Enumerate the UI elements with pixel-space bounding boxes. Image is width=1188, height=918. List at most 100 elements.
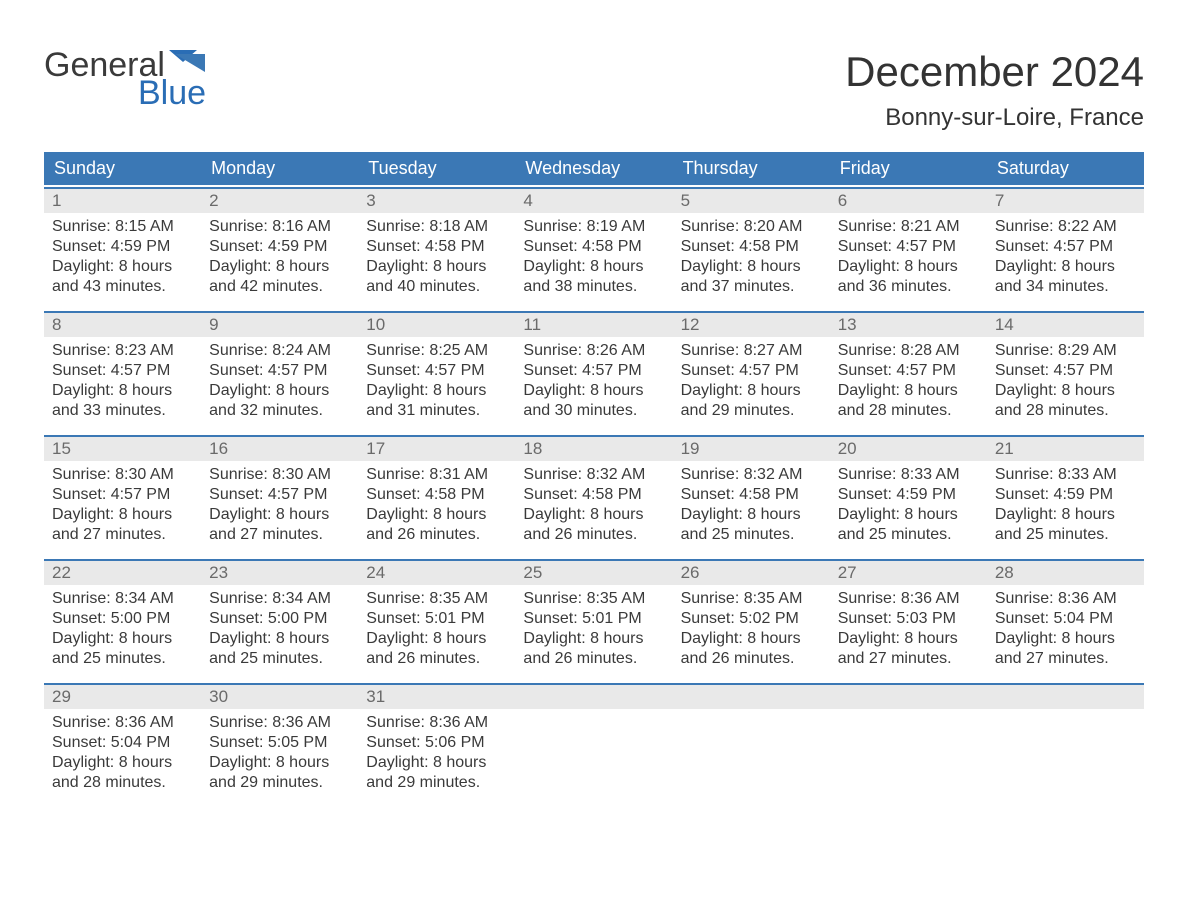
sunrise-text: Sunrise: 8:32 AM: [523, 465, 664, 485]
sunset-text: Sunset: 4:57 PM: [366, 361, 507, 381]
sunrise-text: Sunrise: 8:28 AM: [838, 341, 979, 361]
day-cell: Sunrise: 8:19 AMSunset: 4:58 PMDaylight:…: [515, 213, 672, 309]
day-content-row: Sunrise: 8:36 AMSunset: 5:04 PMDaylight:…: [44, 709, 1144, 805]
day-cell: Sunrise: 8:32 AMSunset: 4:58 PMDaylight:…: [515, 461, 672, 557]
day-number: 14: [987, 313, 1144, 337]
day-cell: Sunrise: 8:25 AMSunset: 4:57 PMDaylight:…: [358, 337, 515, 433]
daylight-text-1: Daylight: 8 hours: [52, 505, 193, 525]
sunrise-text: Sunrise: 8:20 AM: [681, 217, 822, 237]
day-cell: Sunrise: 8:35 AMSunset: 5:02 PMDaylight:…: [673, 585, 830, 681]
sunrise-text: Sunrise: 8:31 AM: [366, 465, 507, 485]
daylight-text-2: and 26 minutes.: [523, 525, 664, 545]
daylight-text-1: Daylight: 8 hours: [838, 505, 979, 525]
daylight-text-2: and 25 minutes.: [838, 525, 979, 545]
daylight-text-2: and 43 minutes.: [52, 277, 193, 297]
daylight-text-1: Daylight: 8 hours: [681, 505, 822, 525]
day-number: 9: [201, 313, 358, 337]
daylight-text-1: Daylight: 8 hours: [366, 381, 507, 401]
day-of-week-header: Sunday Monday Tuesday Wednesday Thursday…: [44, 152, 1144, 185]
daylight-text-2: and 28 minutes.: [995, 401, 1136, 421]
sunset-text: Sunset: 4:58 PM: [366, 485, 507, 505]
sunrise-text: Sunrise: 8:26 AM: [523, 341, 664, 361]
day-cell: Sunrise: 8:26 AMSunset: 4:57 PMDaylight:…: [515, 337, 672, 433]
daylight-text-1: Daylight: 8 hours: [523, 257, 664, 277]
sunset-text: Sunset: 4:58 PM: [523, 237, 664, 257]
day-cell: Sunrise: 8:36 AMSunset: 5:04 PMDaylight:…: [44, 709, 201, 805]
sunrise-text: Sunrise: 8:34 AM: [52, 589, 193, 609]
day-number: 18: [515, 437, 672, 461]
day-cell: Sunrise: 8:35 AMSunset: 5:01 PMDaylight:…: [515, 585, 672, 681]
sunset-text: Sunset: 4:57 PM: [209, 361, 350, 381]
daylight-text-1: Daylight: 8 hours: [523, 629, 664, 649]
sunset-text: Sunset: 5:06 PM: [366, 733, 507, 753]
sunset-text: Sunset: 4:57 PM: [838, 361, 979, 381]
page-title: December 2024: [845, 48, 1144, 96]
day-number: 29: [44, 685, 201, 709]
sunset-text: Sunset: 4:59 PM: [209, 237, 350, 257]
daylight-text-1: Daylight: 8 hours: [52, 257, 193, 277]
sunset-text: Sunset: 4:57 PM: [995, 237, 1136, 257]
daylight-text-2: and 25 minutes.: [209, 649, 350, 669]
day-number: 26: [673, 561, 830, 585]
sunset-text: Sunset: 5:01 PM: [366, 609, 507, 629]
daylight-text-2: and 28 minutes.: [52, 773, 193, 793]
daylight-text-1: Daylight: 8 hours: [523, 381, 664, 401]
sunrise-text: Sunrise: 8:16 AM: [209, 217, 350, 237]
dow-saturday: Saturday: [987, 152, 1144, 185]
day-number: 15: [44, 437, 201, 461]
sunrise-text: Sunrise: 8:35 AM: [681, 589, 822, 609]
day-content-row: Sunrise: 8:23 AMSunset: 4:57 PMDaylight:…: [44, 337, 1144, 433]
sunset-text: Sunset: 4:59 PM: [995, 485, 1136, 505]
day-number: [830, 685, 987, 709]
sunrise-text: Sunrise: 8:34 AM: [209, 589, 350, 609]
day-cell: Sunrise: 8:33 AMSunset: 4:59 PMDaylight:…: [830, 461, 987, 557]
day-number: 10: [358, 313, 515, 337]
title-block: December 2024 Bonny-sur-Loire, France: [845, 48, 1144, 132]
day-number: [987, 685, 1144, 709]
day-number: 25: [515, 561, 672, 585]
sunrise-text: Sunrise: 8:33 AM: [838, 465, 979, 485]
day-cell: [830, 709, 987, 805]
daylight-text-1: Daylight: 8 hours: [681, 629, 822, 649]
day-number: 1: [44, 189, 201, 213]
sunset-text: Sunset: 5:05 PM: [209, 733, 350, 753]
day-number: 11: [515, 313, 672, 337]
sunrise-text: Sunrise: 8:23 AM: [52, 341, 193, 361]
sunset-text: Sunset: 5:01 PM: [523, 609, 664, 629]
sunset-text: Sunset: 5:04 PM: [995, 609, 1136, 629]
logo-word-2: Blue: [138, 76, 206, 110]
daylight-text-2: and 27 minutes.: [838, 649, 979, 669]
daylight-text-1: Daylight: 8 hours: [995, 257, 1136, 277]
dow-friday: Friday: [830, 152, 987, 185]
daylight-text-2: and 30 minutes.: [523, 401, 664, 421]
dow-thursday: Thursday: [673, 152, 830, 185]
daylight-text-1: Daylight: 8 hours: [838, 381, 979, 401]
sunset-text: Sunset: 4:58 PM: [681, 237, 822, 257]
daylight-text-2: and 37 minutes.: [681, 277, 822, 297]
daylight-text-2: and 31 minutes.: [366, 401, 507, 421]
day-cell: [673, 709, 830, 805]
daylight-text-2: and 27 minutes.: [52, 525, 193, 545]
sunset-text: Sunset: 4:58 PM: [523, 485, 664, 505]
sunset-text: Sunset: 4:57 PM: [52, 361, 193, 381]
day-number: 21: [987, 437, 1144, 461]
daylight-text-1: Daylight: 8 hours: [209, 381, 350, 401]
sunrise-text: Sunrise: 8:33 AM: [995, 465, 1136, 485]
day-number: 27: [830, 561, 987, 585]
daylight-text-2: and 38 minutes.: [523, 277, 664, 297]
day-cell: Sunrise: 8:36 AMSunset: 5:04 PMDaylight:…: [987, 585, 1144, 681]
daylight-text-2: and 25 minutes.: [681, 525, 822, 545]
sunrise-text: Sunrise: 8:25 AM: [366, 341, 507, 361]
daylight-text-1: Daylight: 8 hours: [681, 257, 822, 277]
weeks-container: 1234567Sunrise: 8:15 AMSunset: 4:59 PMDa…: [44, 187, 1144, 805]
daylight-text-2: and 29 minutes.: [366, 773, 507, 793]
day-number: 20: [830, 437, 987, 461]
calendar-week: 1234567Sunrise: 8:15 AMSunset: 4:59 PMDa…: [44, 187, 1144, 309]
day-cell: Sunrise: 8:22 AMSunset: 4:57 PMDaylight:…: [987, 213, 1144, 309]
sunset-text: Sunset: 5:00 PM: [52, 609, 193, 629]
sunset-text: Sunset: 4:57 PM: [995, 361, 1136, 381]
day-cell: Sunrise: 8:29 AMSunset: 4:57 PMDaylight:…: [987, 337, 1144, 433]
daylight-text-2: and 27 minutes.: [209, 525, 350, 545]
daylight-text-2: and 29 minutes.: [209, 773, 350, 793]
daylight-text-1: Daylight: 8 hours: [366, 505, 507, 525]
